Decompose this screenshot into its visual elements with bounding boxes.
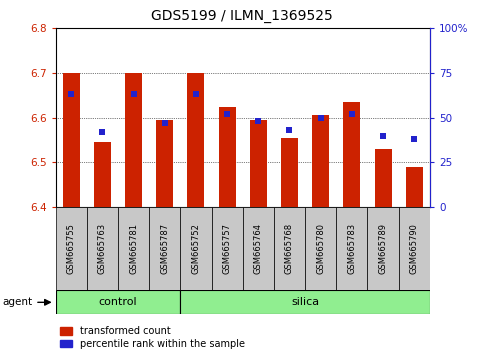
Bar (56, 290, 180, 314)
Bar (406, 167, 423, 207)
Bar (118, 207, 149, 290)
Text: silica: silica (291, 297, 319, 307)
Bar (343, 102, 360, 207)
Text: GSM665780: GSM665780 (316, 223, 325, 274)
Text: GSM665755: GSM665755 (67, 223, 76, 274)
Bar (312, 115, 329, 207)
Bar (274, 207, 305, 290)
Bar (125, 73, 142, 207)
Text: GSM665781: GSM665781 (129, 223, 138, 274)
Legend: transformed count, percentile rank within the sample: transformed count, percentile rank withi… (60, 326, 245, 349)
Bar (336, 207, 368, 290)
Text: GDS5199 / ILMN_1369525: GDS5199 / ILMN_1369525 (151, 9, 332, 23)
Text: GSM665763: GSM665763 (98, 223, 107, 274)
Bar (374, 149, 392, 207)
Bar (156, 120, 173, 207)
Bar (212, 207, 242, 290)
Bar (149, 207, 180, 290)
Bar (180, 207, 212, 290)
Bar (305, 207, 336, 290)
Bar (242, 207, 274, 290)
Bar (250, 120, 267, 207)
Text: GSM665768: GSM665768 (285, 223, 294, 274)
Bar (180, 290, 430, 314)
Text: GSM665764: GSM665764 (254, 223, 263, 274)
Bar (94, 142, 111, 207)
Bar (187, 73, 204, 207)
Bar (368, 207, 398, 290)
Text: agent: agent (2, 297, 32, 307)
Text: GSM665790: GSM665790 (410, 223, 419, 274)
Text: control: control (99, 297, 137, 307)
Text: GSM665783: GSM665783 (347, 223, 356, 274)
Text: GSM665757: GSM665757 (223, 223, 232, 274)
Bar (63, 73, 80, 207)
Bar (56, 207, 87, 290)
Bar (87, 207, 118, 290)
Bar (281, 138, 298, 207)
Bar (398, 207, 430, 290)
Bar (218, 107, 236, 207)
Text: GSM665752: GSM665752 (191, 223, 200, 274)
Text: GSM665789: GSM665789 (379, 223, 387, 274)
Text: GSM665787: GSM665787 (160, 223, 169, 274)
